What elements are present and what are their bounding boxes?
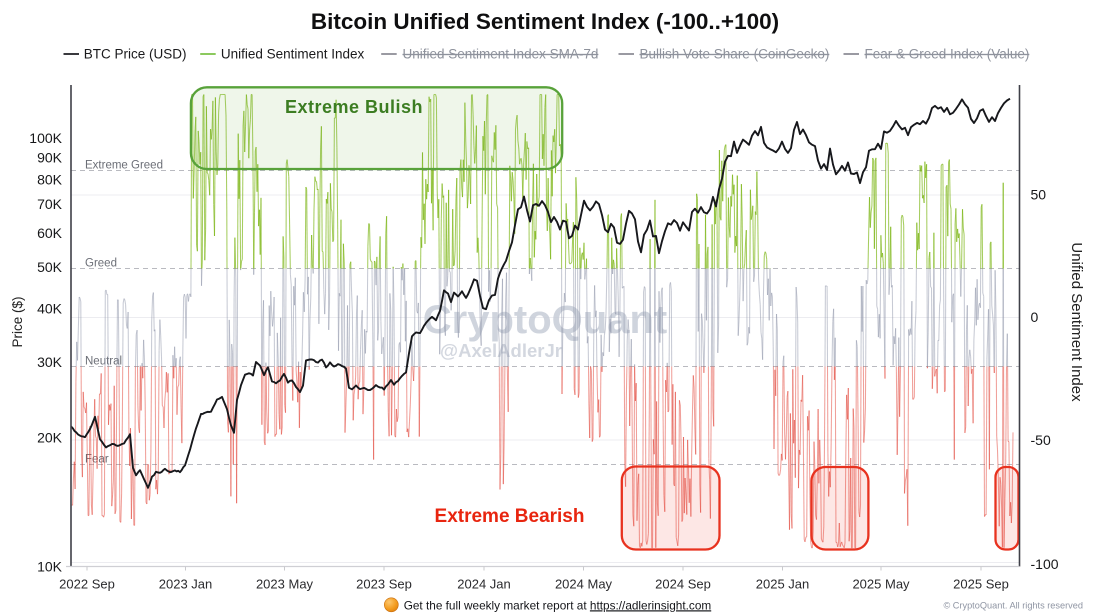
svg-text:100K: 100K [29,130,62,146]
svg-text:Fear: Fear [85,454,109,466]
svg-text:10K: 10K [37,558,63,574]
svg-text:2024 Sep: 2024 Sep [655,577,711,592]
svg-text:0: 0 [1031,309,1039,325]
svg-text:Get the full weekly market rep: Get the full weekly market report at htt… [404,598,712,612]
svg-text:70K: 70K [37,196,63,212]
svg-text:2024 May: 2024 May [555,577,613,592]
svg-text:80K: 80K [37,171,63,187]
svg-text:CryptoQuant: CryptoQuant [423,298,667,342]
svg-text:20K: 20K [37,429,63,445]
svg-text:40K: 40K [37,300,63,316]
svg-text:2024 Jan: 2024 Jan [457,577,511,592]
svg-text:Bullish Vote Share (CoinGecko): Bullish Vote Share (CoinGecko) [640,47,830,62]
svg-text:2025 Sep: 2025 Sep [953,577,1009,592]
svg-text:Bitcoin Unified Sentiment Inde: Bitcoin Unified Sentiment Index (-100..+… [311,9,779,34]
svg-text:-100: -100 [1031,556,1059,572]
svg-text:2025 May: 2025 May [852,577,910,592]
svg-text:30K: 30K [37,354,63,370]
svg-text:Extreme Bearish: Extreme Bearish [435,506,585,527]
svg-text:Unified Sentiment Index: Unified Sentiment Index [221,47,365,62]
svg-text:60K: 60K [37,225,63,241]
svg-text:© CryptoQuant. All rights rese: © CryptoQuant. All rights reserved [943,600,1083,610]
svg-text:Extreme Greed: Extreme Greed [85,160,163,172]
svg-text:2023 Sep: 2023 Sep [356,577,412,592]
svg-text:90K: 90K [37,149,63,165]
svg-text:Extreme Bulish: Extreme Bulish [285,97,423,117]
svg-text:Unified Sentiment Index SMA-7d: Unified Sentiment Index SMA-7d [403,47,599,62]
svg-text:BTC Price (USD): BTC Price (USD) [84,47,187,62]
svg-text:50K: 50K [37,259,63,275]
svg-text:Price ($): Price ($) [10,296,25,347]
svg-text:2025 Jan: 2025 Jan [756,577,810,592]
svg-text:50: 50 [1031,186,1047,202]
svg-text:Fear & Greed Index (Value): Fear & Greed Index (Value) [865,47,1030,62]
svg-text:2022 Sep: 2022 Sep [59,577,115,592]
svg-text:Unified Sentiment Index: Unified Sentiment Index [1068,242,1085,402]
svg-text:2023 Jan: 2023 Jan [159,577,213,592]
svg-text:2023 May: 2023 May [256,577,314,592]
svg-text:Neutral: Neutral [85,356,122,368]
svg-text:Greed: Greed [85,258,117,270]
svg-text:-50: -50 [1031,432,1051,448]
